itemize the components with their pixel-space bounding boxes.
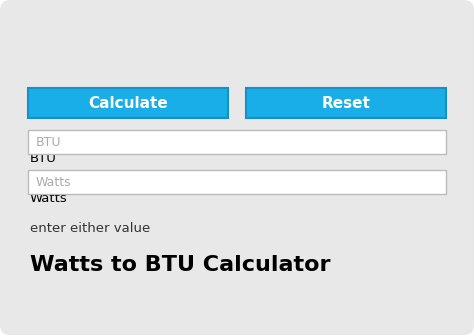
Text: Reset: Reset xyxy=(321,95,371,111)
Text: Watts: Watts xyxy=(30,192,68,204)
Bar xyxy=(246,88,446,118)
Text: BTU: BTU xyxy=(36,135,62,148)
Bar xyxy=(28,170,446,194)
Bar xyxy=(28,88,228,118)
Text: Watts to BTU Calculator: Watts to BTU Calculator xyxy=(30,255,330,275)
Text: Watts: Watts xyxy=(36,176,72,189)
Text: enter either value: enter either value xyxy=(30,221,150,234)
Text: Calculate: Calculate xyxy=(88,95,168,111)
Text: BTU: BTU xyxy=(30,151,57,164)
Bar xyxy=(28,130,446,154)
